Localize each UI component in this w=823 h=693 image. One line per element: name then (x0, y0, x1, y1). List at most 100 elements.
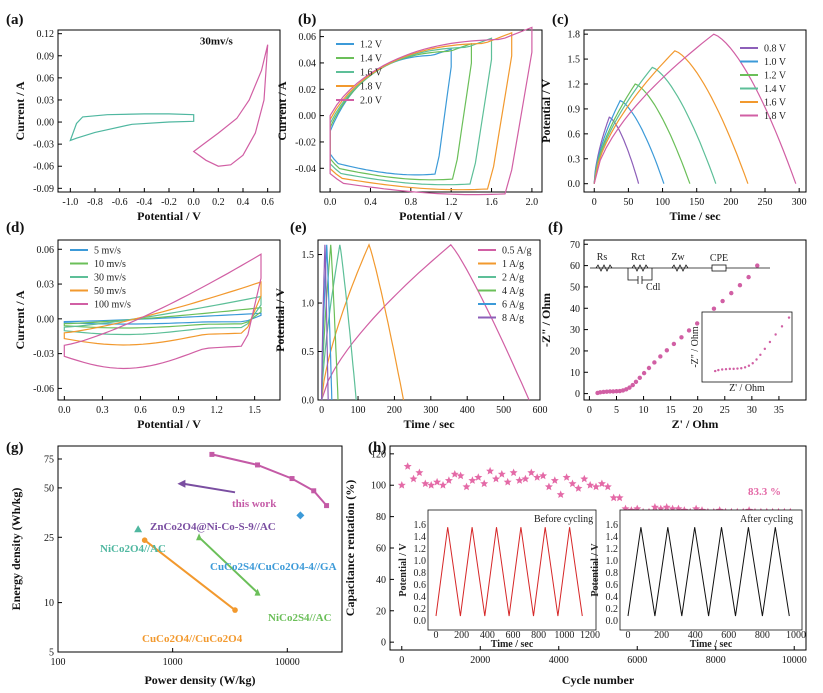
rate-gcd-curve (321, 244, 329, 401)
label-cuco2s4: CuCo2S4/CuCo2O4-4//GA (210, 561, 337, 573)
x-tick-label: 100 (655, 197, 670, 208)
y-tick-label: 1.8 (568, 30, 581, 41)
retention-point (662, 503, 671, 511)
panel-c-chart: 0 50 100 150 200 250 300 0.0 0.3 0.6 0.9 1.2 1.5 1.8 T… (539, 29, 807, 223)
eis-point (641, 370, 647, 376)
inset-y-title: -Z" / Ohm (690, 326, 701, 368)
inset-point (728, 367, 732, 371)
y-tick-label: 20 (570, 346, 580, 357)
inset-before-y-tick: 0.0 (414, 616, 427, 627)
y-axis-title: Current / A (275, 81, 289, 140)
x-tick-label: -0.6 (112, 197, 128, 208)
x-tick-label: 8000 (706, 655, 726, 666)
retention-point (562, 473, 571, 481)
plot-frame (317, 239, 541, 401)
legend-label: 5 mv/s (94, 246, 121, 257)
legend-label: 1.0 V (764, 57, 787, 68)
retention-point (550, 476, 559, 484)
y-tick-label: 0.0 (568, 179, 581, 190)
x-tick-label: 1.5 (248, 405, 261, 416)
inset-before-y-tick: 1.6 (414, 520, 427, 531)
y-tick-label: 60 (376, 544, 386, 555)
eis-point (607, 389, 613, 394)
inset-point (720, 368, 724, 371)
retention-point (527, 468, 536, 477)
gcd-curve (593, 116, 640, 184)
inset-before-curve (435, 527, 583, 617)
x-tick-label: 0.4 (237, 197, 250, 208)
inset-after-y-tick: 0.0 (606, 616, 619, 627)
retention-point (409, 474, 418, 483)
panel-d-chart: 0.0 0.3 0.6 0.9 1.2 1.5 -0.06 -0.03 0.00 0.03 0.06… (13, 239, 281, 431)
eis-point (652, 360, 657, 365)
y-axis-title: Current / A (13, 81, 27, 140)
legend-label: 1.6 V (360, 68, 383, 79)
resistor-symbol (595, 264, 613, 272)
x-tick-label: 1.2 (445, 197, 458, 208)
nico2o4-point (134, 525, 143, 533)
cpe-symbol (711, 264, 727, 272)
retention-point (433, 477, 442, 486)
capacitor-symbol (637, 276, 643, 284)
panel-tag-f: (f) (548, 220, 563, 236)
y-tick-label: 0.00 (37, 314, 55, 325)
x-tick-label: 50 (623, 197, 633, 208)
y-tick-label: 0.0 (302, 396, 315, 407)
inset-x-title: Z' / Ohm (729, 383, 765, 394)
y-tick-label: 1.0 (302, 299, 315, 310)
y-tick-label: 1.5 (568, 55, 581, 66)
x-tick-label: 30 (747, 405, 757, 416)
cv-window-curve (329, 37, 493, 186)
eis-point (711, 306, 717, 311)
inset-point (780, 325, 784, 328)
legend-label: 0.5 A/g (502, 246, 531, 257)
retention-point (462, 482, 471, 491)
retention-point (609, 493, 618, 502)
y-tick-label: 10 (570, 368, 580, 379)
inset-after-y-tick: 1.4 (606, 532, 619, 543)
eis-point (729, 290, 734, 296)
inset-point (732, 367, 735, 371)
inset-before-x-tick: 800 (531, 630, 546, 641)
inset-after-y-title: Potential / V (590, 543, 601, 597)
retention-point (568, 479, 577, 488)
this-work-point (255, 462, 261, 468)
circuit-label: Cdl (646, 282, 661, 293)
cv-rate-curve (63, 281, 262, 346)
y-tick-label: 70 (570, 240, 580, 251)
inset-point (763, 347, 767, 351)
x-tick-label: 400 (460, 405, 475, 416)
panel-tag-a: (a) (6, 12, 24, 28)
y-tick-label: 0.06 (299, 32, 317, 43)
legend-label: 0.8 V (764, 44, 787, 55)
retention-point (480, 479, 489, 488)
eis-point (720, 298, 725, 304)
x-tick-label: 4000 (549, 655, 569, 666)
this-work-point (209, 451, 215, 457)
this-work-point (289, 476, 295, 482)
y-axis-title: Current / A (13, 290, 27, 349)
inset-before-y-tick: 1.4 (414, 532, 427, 543)
x-tick-label: 1.2 (210, 405, 223, 416)
inset-after-y-tick: 1.2 (606, 544, 619, 555)
y-tick-label: 0 (575, 389, 580, 400)
inset-before-x-tick: 1000 (554, 630, 574, 641)
x-tick-label: 0.9 (172, 405, 185, 416)
legend-label: 1.8 V (360, 82, 383, 93)
eis-point (694, 321, 700, 326)
y-tick-label: -0.06 (33, 384, 54, 395)
final-retention-label: 83.3 % (748, 486, 781, 498)
x-tick-label: 600 (533, 405, 548, 416)
rate-gcd-curve (321, 244, 357, 401)
inset-point (787, 316, 791, 319)
plot-frame (319, 29, 543, 193)
panel-tag-e: (e) (290, 220, 307, 236)
eis-point (671, 341, 677, 347)
retention-point (492, 474, 500, 483)
y-tick-label: 1.2 (568, 80, 581, 91)
label-znco: ZnCo2O4@Ni-Co-S-9//AC (150, 521, 276, 533)
eis-point (746, 274, 751, 280)
eis-point (755, 263, 760, 268)
x-tick-label: 0 (592, 197, 597, 208)
gcd-curve (593, 99, 665, 184)
